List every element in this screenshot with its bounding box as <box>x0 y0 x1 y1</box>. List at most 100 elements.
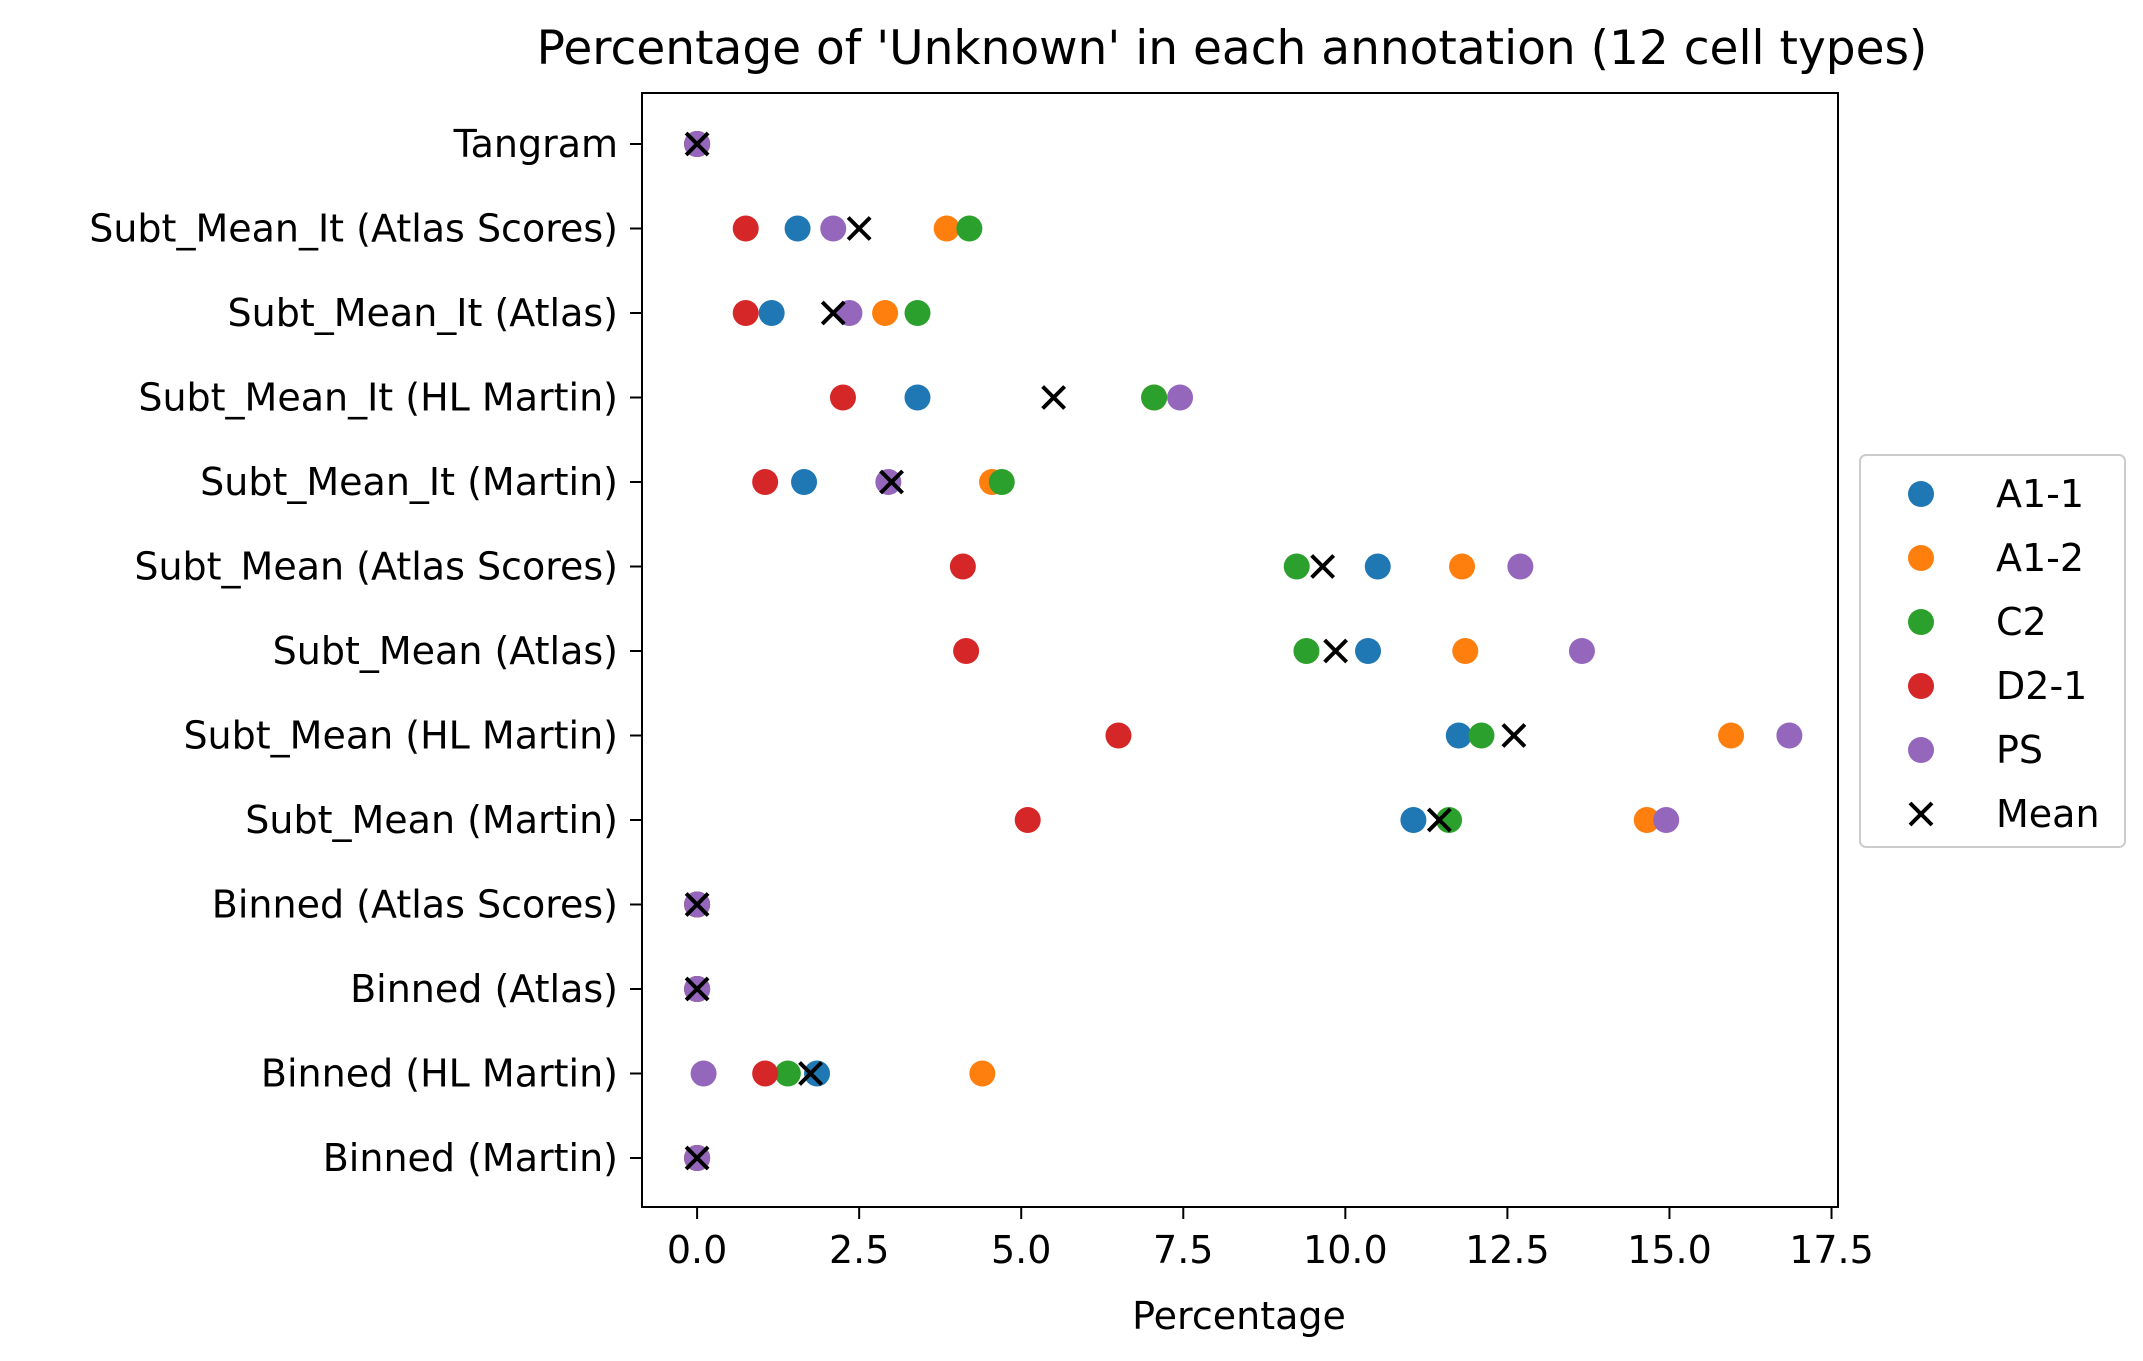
legend-label: PS <box>1996 728 2043 772</box>
legend-item: A1-1 <box>1908 472 2084 516</box>
y-tick-label: Subt_Mean (Atlas) <box>273 629 618 673</box>
x-axis-label: Percentage <box>1132 1294 1346 1338</box>
x-tick-label: 5.0 <box>991 1228 1051 1272</box>
data-point <box>1452 638 1479 664</box>
y-axis: Tangram Subt_Mean_It (Atlas Scores) Subt_M… <box>89 122 642 1180</box>
y-tick-label: Subt_Mean_It (HL Martin) <box>138 376 618 420</box>
legend-label: C2 <box>1996 600 2047 644</box>
data-point <box>784 215 811 242</box>
data-point <box>988 469 1015 495</box>
mean-marker <box>1501 723 1527 748</box>
data-point <box>1105 722 1132 749</box>
y-tick-label: Subt_Mean_It (Martin) <box>200 460 618 504</box>
mean-marker <box>1041 385 1067 410</box>
data-point <box>875 469 902 495</box>
mean-marker <box>1323 638 1349 664</box>
data-point <box>1449 553 1476 580</box>
x-tick-label: 0.0 <box>667 1228 727 1272</box>
data-point <box>904 300 931 326</box>
data-point <box>1718 722 1745 749</box>
data-point <box>953 638 980 664</box>
legend-frame <box>1859 454 2126 848</box>
y-tick-label: Subt_Mean_It (Atlas Scores) <box>89 207 618 251</box>
data-point <box>1776 722 1803 749</box>
y-tick-label: Subt_Mean (Atlas Scores) <box>134 545 618 589</box>
data-point <box>1653 807 1680 833</box>
mean-marker <box>879 469 904 495</box>
y-tick-label: Binned (HL Martin) <box>261 1052 618 1096</box>
data-point <box>791 469 818 495</box>
data-point <box>1014 807 1041 833</box>
legend-label: A1-2 <box>1996 536 2084 580</box>
x-tick-label: 10.0 <box>1303 1228 1388 1272</box>
y-tick-label: Subt_Mean (HL Martin) <box>183 714 618 758</box>
legend: A1-1 A1-2 C2 D2-1 PS Mean <box>1859 454 2126 848</box>
legend-marker <box>1908 673 1934 699</box>
x-tick-label: 7.5 <box>1153 1228 1213 1272</box>
x-axis: 0.0 2.5 5.0 7.5 10.0 12.5 15.0 17.5 <box>667 1207 1874 1272</box>
data-point <box>732 215 759 242</box>
data-point <box>758 300 785 326</box>
y-tick-label: Subt_Mean (Martin) <box>245 798 618 842</box>
x-tick-label: 12.5 <box>1465 1228 1550 1272</box>
legend-label: A1-1 <box>1996 472 2084 516</box>
data-point <box>1283 553 1310 580</box>
data-point <box>836 300 863 326</box>
mean-marker <box>684 892 710 917</box>
mean-marker <box>684 976 710 1002</box>
series-ps <box>684 131 1803 1171</box>
data-point <box>969 1060 996 1087</box>
data-point <box>752 1060 779 1087</box>
data-point <box>1141 384 1168 411</box>
series-d2-1 <box>684 131 1132 1171</box>
data-point <box>904 384 931 411</box>
data-point <box>1364 553 1391 580</box>
mean-marker <box>1426 807 1452 833</box>
mean-marker <box>684 1145 710 1171</box>
data-point <box>949 553 976 580</box>
y-tick-label: Subt_Mean_It (Atlas) <box>228 291 618 335</box>
legend-marker <box>1908 801 1934 827</box>
data-point <box>1445 722 1472 749</box>
data-point <box>1507 553 1534 580</box>
data-point <box>820 215 847 242</box>
legend-marker <box>1908 737 1934 763</box>
mean-marker <box>820 300 846 326</box>
series-mean <box>684 131 1527 1171</box>
series-a1-1 <box>684 131 1472 1171</box>
legend-marker <box>1908 609 1934 635</box>
mean-marker <box>798 1061 823 1086</box>
data-point <box>1568 638 1595 664</box>
x-tick-label: 15.0 <box>1627 1228 1712 1272</box>
mean-marker <box>684 131 710 157</box>
data-point <box>956 215 983 242</box>
legend-label: D2-1 <box>1996 664 2087 708</box>
mean-marker <box>846 216 872 241</box>
y-tick-label: Binned (Martin) <box>323 1136 618 1180</box>
data-point <box>1167 384 1194 411</box>
y-tick-label: Tangram <box>453 122 618 166</box>
x-tick-label: 2.5 <box>829 1228 889 1272</box>
data-point <box>872 300 899 326</box>
mean-marker <box>1310 554 1336 579</box>
data-point <box>752 469 779 495</box>
x-tick-label: 17.5 <box>1789 1228 1874 1272</box>
data-point <box>690 1060 717 1087</box>
y-tick-label: Binned (Atlas) <box>350 967 618 1011</box>
data-points <box>684 131 1803 1171</box>
y-tick-label: Binned (Atlas Scores) <box>212 883 618 927</box>
data-point <box>804 1060 831 1087</box>
legend-item: A1-2 <box>1908 536 2084 580</box>
legend-items: A1-1 A1-2 C2 D2-1 PS Mean <box>1908 472 2100 836</box>
data-point <box>933 215 960 242</box>
data-point <box>1633 807 1660 833</box>
legend-item: D2-1 <box>1908 664 2087 708</box>
legend-item: PS <box>1908 728 2043 772</box>
data-point <box>1468 722 1495 749</box>
plot-area <box>641 92 1839 1208</box>
legend-marker <box>1908 481 1934 507</box>
data-point <box>1355 638 1382 664</box>
legend-label: Mean <box>1996 792 2100 836</box>
data-point <box>774 1060 801 1087</box>
